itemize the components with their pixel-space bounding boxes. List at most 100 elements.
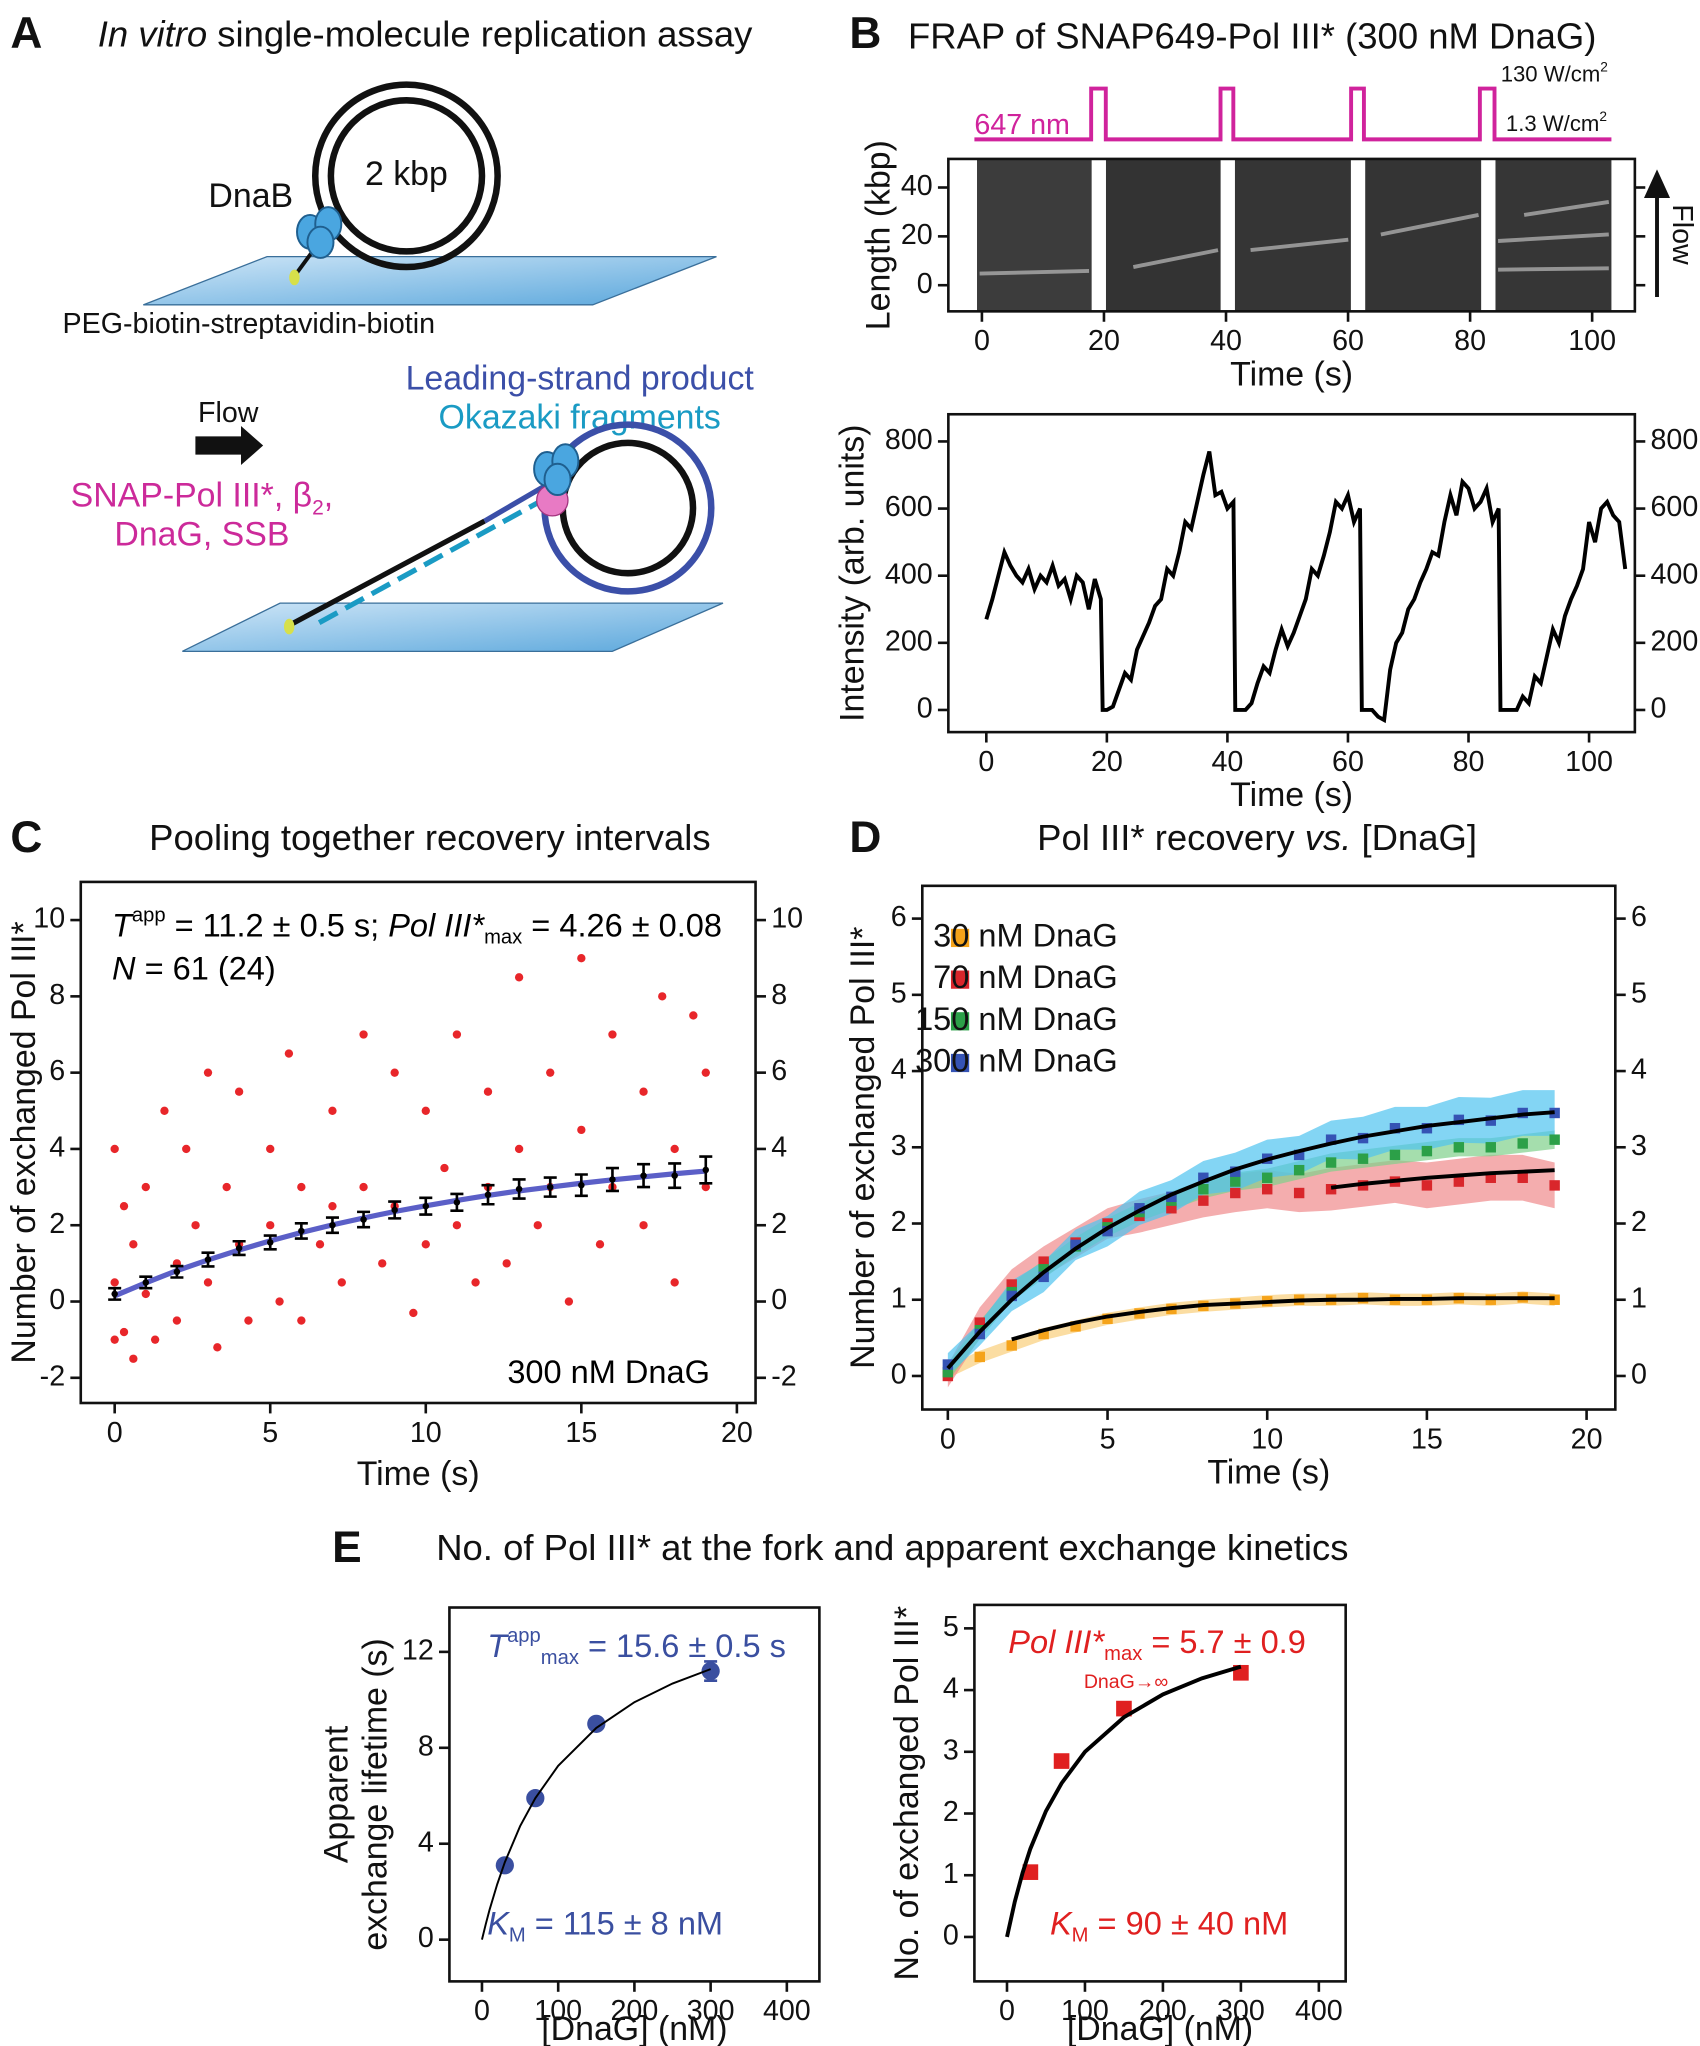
y-tick-label: 0 bbox=[418, 1922, 434, 1954]
x-tick-label: 20 bbox=[1571, 1423, 1603, 1455]
data-point bbox=[266, 1221, 275, 1230]
data-point bbox=[110, 1335, 119, 1344]
data-point bbox=[337, 1278, 346, 1287]
data-point bbox=[1070, 1321, 1081, 1332]
text-part: T bbox=[487, 1627, 509, 1663]
y-tick-label: 400 bbox=[885, 558, 933, 590]
x-tick-label: 100 bbox=[1565, 746, 1613, 778]
x-tick-label: 100 bbox=[534, 1995, 582, 2027]
text-part: 2 bbox=[1600, 60, 1608, 75]
y-tick-label: 4 bbox=[49, 1132, 65, 1164]
data-point bbox=[1053, 1753, 1070, 1769]
data-point bbox=[284, 1049, 294, 1058]
fit-line bbox=[481, 1668, 711, 1940]
data-point bbox=[234, 1087, 244, 1096]
y-tick-label: 4 bbox=[418, 1826, 434, 1858]
data-point bbox=[578, 1181, 585, 1189]
label: Flow bbox=[198, 397, 259, 429]
data-point bbox=[452, 1221, 462, 1230]
annotation: KM = 115 ± 8 nM bbox=[487, 1905, 723, 1947]
legend-label: 30 nM DnaG bbox=[933, 918, 1118, 954]
chart: 0 20 40 60 80 100 0 0 200 200 400 400 600 600 800 800 Ti… bbox=[833, 412, 1698, 814]
y-tick-label: 0 bbox=[943, 1920, 959, 1952]
text-part: vs. bbox=[1305, 817, 1352, 858]
y-tick-label: 600 bbox=[885, 491, 933, 523]
data-point bbox=[587, 1714, 606, 1733]
data-point bbox=[670, 1278, 679, 1287]
data-point bbox=[1517, 1138, 1528, 1149]
text-part: M bbox=[509, 1925, 526, 1947]
legend-swatch bbox=[950, 928, 970, 948]
data-point bbox=[533, 1221, 542, 1230]
y-tick-label: 2 bbox=[771, 1208, 787, 1240]
data-point bbox=[942, 1359, 954, 1370]
data-point bbox=[359, 1030, 368, 1039]
label: Okazaki fragments bbox=[439, 398, 721, 436]
x-tick-label: 0 bbox=[474, 1995, 490, 2027]
data-point bbox=[577, 954, 586, 963]
data-point bbox=[1022, 1864, 1039, 1880]
x-tick-label: 10 bbox=[410, 1417, 442, 1449]
data-point bbox=[141, 1182, 150, 1192]
data-point bbox=[1006, 1279, 1017, 1290]
x-tick-label: 0 bbox=[107, 1417, 123, 1449]
data-point bbox=[974, 1351, 985, 1363]
text-part: N bbox=[112, 950, 136, 986]
biotin bbox=[289, 269, 300, 286]
data-point bbox=[172, 1316, 182, 1325]
data-point bbox=[1038, 1264, 1049, 1275]
legend-label: 70 nM DnaG bbox=[933, 959, 1118, 995]
legend-swatch bbox=[950, 970, 970, 989]
y-tick-label: 2 bbox=[1631, 1206, 1647, 1238]
x-tick-label: 100 bbox=[1061, 1995, 1109, 2027]
y-tick-label: 3 bbox=[891, 1130, 907, 1162]
x-tick-label: 200 bbox=[611, 1995, 659, 2027]
x-tick-label: 200 bbox=[1139, 1995, 1187, 2027]
y-tick-label: 2 bbox=[49, 1208, 65, 1240]
annotation: Pol III*max = 5.7 ± 0.9 bbox=[1008, 1624, 1306, 1666]
y-tick-label: 600 bbox=[1650, 491, 1698, 523]
y-tick-label: 0 bbox=[917, 268, 933, 300]
y-axis-label: Apparent bbox=[318, 1725, 356, 1863]
y-tick-label: 800 bbox=[885, 424, 933, 456]
y-tick-label: 4 bbox=[891, 1054, 907, 1086]
x-tick-label: 0 bbox=[999, 1995, 1015, 2027]
y-tick-label: 8 bbox=[418, 1730, 434, 1762]
helicase bbox=[296, 206, 343, 259]
y-tick-label: 3 bbox=[1631, 1130, 1647, 1162]
x-tick-label: 0 bbox=[940, 1423, 956, 1455]
y-tick-label: 8 bbox=[49, 979, 65, 1011]
data-point bbox=[577, 1125, 586, 1135]
data-point bbox=[204, 1256, 212, 1263]
data-point bbox=[129, 1354, 138, 1363]
text-part: 2 bbox=[312, 497, 324, 520]
x-tick-label: 300 bbox=[687, 1995, 735, 2027]
data-point bbox=[235, 1244, 243, 1252]
data-point bbox=[1325, 1157, 1337, 1168]
data-point bbox=[297, 1316, 306, 1325]
label: DnaB bbox=[208, 177, 293, 215]
dna bbox=[287, 518, 486, 628]
y-tick-label: 3 bbox=[943, 1734, 959, 1766]
data-point bbox=[1262, 1183, 1273, 1195]
fit-line bbox=[1005, 1664, 1242, 1938]
data-point bbox=[701, 1661, 720, 1681]
y-tick-label: 0 bbox=[917, 693, 933, 725]
text-part: single-molecule replication assay bbox=[207, 13, 753, 54]
data-point bbox=[297, 1182, 306, 1192]
data-point bbox=[671, 1172, 678, 1179]
data-point bbox=[360, 1216, 367, 1223]
y-tick-label: 800 bbox=[1650, 424, 1698, 456]
data-point bbox=[608, 1030, 617, 1039]
panel-label: D bbox=[849, 813, 881, 862]
annotation: KM = 90 ± 40 nM bbox=[1050, 1905, 1288, 1947]
text-part: = 4.26 ± 0.08 bbox=[522, 907, 722, 943]
data-point bbox=[266, 1239, 274, 1246]
x-tick-label: 80 bbox=[1453, 746, 1485, 778]
data-point bbox=[639, 1221, 648, 1230]
biotin bbox=[283, 618, 295, 635]
text-part: max bbox=[484, 927, 522, 949]
y-tick-label: 6 bbox=[49, 1055, 65, 1087]
data-point bbox=[1038, 1256, 1049, 1267]
x-tick-label: 400 bbox=[763, 1995, 811, 2027]
